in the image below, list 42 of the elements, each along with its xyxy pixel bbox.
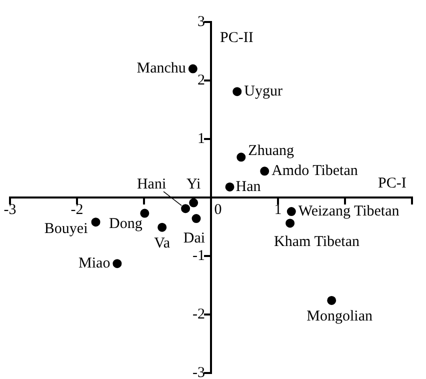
- y-tick-label: 1: [198, 130, 205, 147]
- x-tick-label: -3: [4, 202, 16, 218]
- x-tick-label: 0: [214, 202, 222, 218]
- point: [189, 198, 198, 208]
- point: [232, 87, 242, 96]
- point: [327, 296, 336, 305]
- y-axis-title: PC-II: [220, 30, 254, 46]
- point: [286, 218, 295, 228]
- point: [225, 182, 234, 192]
- point: [112, 259, 122, 268]
- annotation: Zhuang: [248, 143, 294, 160]
- point: [192, 214, 201, 224]
- annotation: Hani: [136, 176, 166, 193]
- x-tick-label: 1: [274, 202, 282, 218]
- x-tick-label: -2: [70, 202, 84, 218]
- annotation: Va: [154, 235, 170, 252]
- point: [188, 64, 198, 74]
- annotation: Dai: [183, 230, 206, 246]
- y-tick-label: 2: [198, 72, 205, 88]
- x-axis-title: PC-I: [378, 175, 406, 192]
- y-tick-label: -2: [192, 306, 205, 322]
- annotation: Weizang Tibetan: [298, 203, 400, 220]
- y-tick-label: -3: [192, 364, 205, 379]
- annotation: Yi: [186, 176, 201, 193]
- y-tick-label: -1: [192, 248, 205, 264]
- annotation: Dong: [109, 216, 143, 232]
- annotation: Uygur: [244, 84, 282, 100]
- point: [140, 208, 150, 218]
- annotation: Manchu: [136, 60, 186, 77]
- point: [91, 218, 100, 227]
- point: [260, 166, 270, 176]
- annotation: Han: [236, 178, 262, 195]
- point: [286, 207, 296, 216]
- annotation: Mongolian: [306, 308, 374, 324]
- annotation: Amdo Tibetan: [272, 163, 358, 180]
- point: [181, 204, 190, 214]
- point: [236, 152, 246, 162]
- annotation: Miao: [78, 256, 110, 272]
- annotation: Bouyei: [44, 221, 88, 238]
- y-tick-label: 3: [198, 14, 205, 30]
- point: [158, 222, 167, 232]
- annotation: Kham Tibetan: [274, 234, 360, 250]
